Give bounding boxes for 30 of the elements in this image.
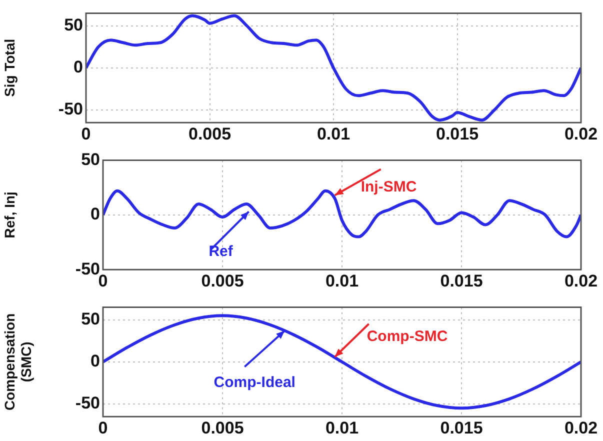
annotation: Inj-SMC (360, 178, 417, 196)
x-tick-label: 0.005 (188, 124, 232, 144)
y-tick-label: 0 (74, 58, 83, 77)
y-tick-label: 0 (90, 352, 100, 371)
y-tick-label: 50 (81, 310, 100, 329)
y-tick-label: -50 (75, 394, 100, 413)
x-tick-label: 0.01 (325, 418, 359, 438)
y-tick-label: -50 (75, 259, 100, 278)
y-axis-title: Ref, Inj (1, 192, 18, 238)
annotation: Comp-Ideal (214, 374, 296, 391)
annotation: Comp-SMC (366, 328, 448, 345)
x-tick-label: 0.015 (440, 271, 483, 290)
line-series (103, 314, 581, 410)
line-series (86, 14, 581, 122)
y-tick-label: 0 (90, 204, 100, 224)
y-axis-title: Sig Total (1, 38, 18, 97)
annotation: Ref (208, 242, 234, 260)
x-tick-label: 0.02 (564, 418, 598, 438)
x-tick-label: 0.01 (325, 271, 359, 290)
x-tick-label: 0.02 (564, 271, 598, 290)
x-tick-label: 0.005 (201, 418, 244, 438)
y-tick-label: -50 (58, 100, 83, 119)
x-tick-label: 0.01 (316, 124, 350, 144)
y-tick-label: 50 (81, 150, 100, 169)
x-tick-label: 0.015 (440, 418, 483, 438)
x-tick-label: 0.02 (564, 124, 598, 144)
y-tick-label: 50 (64, 16, 83, 35)
y-axis-title: Compensation (SMC) (1, 313, 34, 411)
x-tick-label: 0.005 (201, 271, 244, 290)
x-tick-label: 0.015 (436, 124, 479, 144)
